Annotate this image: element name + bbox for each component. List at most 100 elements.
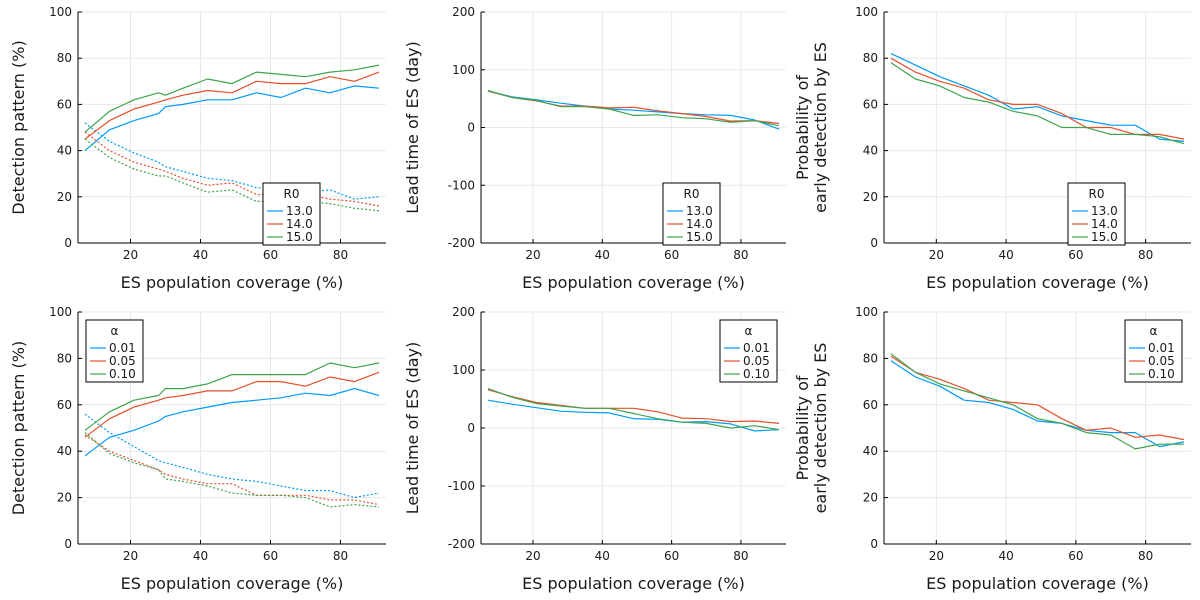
x-tick-label: 80 <box>733 248 748 262</box>
y-tick-label: 80 <box>863 51 878 65</box>
series-line-0-05-dotted <box>84 434 380 506</box>
y-tick-label: 80 <box>57 351 72 365</box>
legend-box <box>85 319 144 383</box>
x-tick-label: 40 <box>998 248 1013 262</box>
chart-panel-bottom-right: 20 40 60 80 0 20 40 60 80 100 ES population covera… <box>793 305 1191 593</box>
grid <box>481 11 786 244</box>
y-axis-label: Probability ofearly detection by ES <box>793 343 830 514</box>
series-lines <box>890 53 1185 145</box>
y-tick-label: 0 <box>870 236 878 250</box>
y-tick-label: 200 <box>452 305 475 319</box>
series-line-13-0-solid <box>487 90 780 130</box>
grid <box>884 11 1191 244</box>
series-line-14-0-solid <box>487 90 780 125</box>
legend: α 0.010.050.10 <box>719 319 778 383</box>
series-line-15-0-solid <box>487 89 780 127</box>
x-tick-label: 40 <box>595 248 610 262</box>
x-tick-label: 20 <box>123 248 138 262</box>
legend: α 0.010.050.10 <box>1124 319 1183 383</box>
series-line-15-0-dotted <box>84 138 380 212</box>
y-tick-label: 40 <box>57 444 72 458</box>
series-line-13-0-dotted <box>84 122 380 200</box>
series-line-0-05-solid <box>84 371 380 438</box>
y-tick-label: 100 <box>452 63 475 77</box>
y-tick-label: 60 <box>57 97 72 111</box>
x-tick-label: 20 <box>123 549 138 563</box>
legend-box <box>662 182 721 246</box>
series-lines <box>890 353 1185 450</box>
y-tick-label: 40 <box>863 444 878 458</box>
x-tick-label: 60 <box>263 549 278 563</box>
legend-box <box>262 182 321 246</box>
x-tick-label: 80 <box>333 248 348 262</box>
series-line-13-0-solid <box>84 85 380 152</box>
chart-panel-top-right: 20 40 60 80 0 20 40 60 80 100 ES population covera… <box>793 5 1191 292</box>
y-axis-label: Probability ofearly detection by ES <box>793 42 830 213</box>
series-line-0-10-solid <box>487 388 780 431</box>
y-tick-label: 40 <box>57 144 72 158</box>
x-tick-label: 80 <box>733 549 748 563</box>
legend-label: 0.01 <box>109 341 136 355</box>
legend-label: 0.01 <box>1148 341 1175 355</box>
legend: α 0.010.050.10 <box>85 319 144 383</box>
x-tick-label: 60 <box>1068 549 1083 563</box>
x-tick-label: 40 <box>193 549 208 563</box>
y-tick-label: 100 <box>855 305 878 319</box>
y-tick-label: -200 <box>448 236 475 250</box>
y-tick-label: 20 <box>863 491 878 505</box>
series-line-15-0-solid <box>84 64 380 133</box>
y-tick-label: 100 <box>49 305 72 319</box>
legend-label: 14.0 <box>1091 217 1118 231</box>
x-tick-label: 20 <box>929 549 944 563</box>
x-axis-label: ES population coverage (%) <box>926 273 1149 292</box>
legend-label: 13.0 <box>686 204 713 218</box>
chart-panel-bottom-left: 20 40 60 80 0 20 40 60 80 100 ES population covera… <box>9 305 386 593</box>
y-tick-label: 80 <box>863 351 878 365</box>
x-tick-label: 40 <box>998 549 1013 563</box>
legend-label: 0.10 <box>743 367 770 381</box>
legend-title: R0 <box>284 187 300 201</box>
series-lines <box>487 89 780 130</box>
x-axis-label: ES population coverage (%) <box>522 273 745 292</box>
x-axis-label: ES population coverage (%) <box>121 574 344 593</box>
y-tick-label: -100 <box>448 178 475 192</box>
legend-box <box>1067 182 1126 246</box>
series-line-0-10-solid <box>890 353 1184 450</box>
x-tick-label: 80 <box>1138 549 1153 563</box>
y-tick-label: 20 <box>57 491 72 505</box>
series-line-14-0-solid <box>84 71 380 140</box>
y-tick-label: 100 <box>49 5 72 19</box>
chart-panel-top-middle: 20 40 60 80 -200 -100 0 100 200 ES population cov… <box>403 5 786 292</box>
x-tick-label: 20 <box>525 549 540 563</box>
series-line-0-10-solid <box>84 362 380 431</box>
series-line-0-05-solid <box>890 355 1185 441</box>
legend-label: 15.0 <box>1091 230 1118 244</box>
grid <box>78 11 386 244</box>
legend-box <box>719 319 778 383</box>
x-tick-label: 60 <box>1068 248 1083 262</box>
x-tick-label: 60 <box>664 248 679 262</box>
series-lines <box>487 388 780 432</box>
y-tick-label: 0 <box>64 537 72 551</box>
y-tick-label: 60 <box>863 97 878 111</box>
chart-panel-bottom-middle: 20 40 60 80 -200 -100 0 100 200 ES population cov… <box>403 305 786 593</box>
y-tick-label: 60 <box>57 398 72 412</box>
x-tick-label: 80 <box>333 549 348 563</box>
legend-box <box>1124 319 1183 383</box>
series-line-15-0-solid <box>890 62 1185 145</box>
y-tick-label: -100 <box>448 479 475 493</box>
legend-label: 13.0 <box>1091 204 1118 218</box>
x-tick-label: 60 <box>664 549 679 563</box>
legend-label: 0.05 <box>743 354 770 368</box>
x-axis-label: ES population coverage (%) <box>926 574 1149 593</box>
y-axis-label: Detection pattern (%) <box>9 40 28 214</box>
legend-label: 15.0 <box>686 230 713 244</box>
legend-label: 0.05 <box>1148 354 1175 368</box>
y-tick-label: 100 <box>855 5 878 19</box>
x-axis-label: ES population coverage (%) <box>522 574 745 593</box>
y-tick-label: 100 <box>452 363 475 377</box>
y-tick-label: 40 <box>863 144 878 158</box>
y-tick-label: 80 <box>57 51 72 65</box>
y-tick-label: 0 <box>467 121 475 135</box>
